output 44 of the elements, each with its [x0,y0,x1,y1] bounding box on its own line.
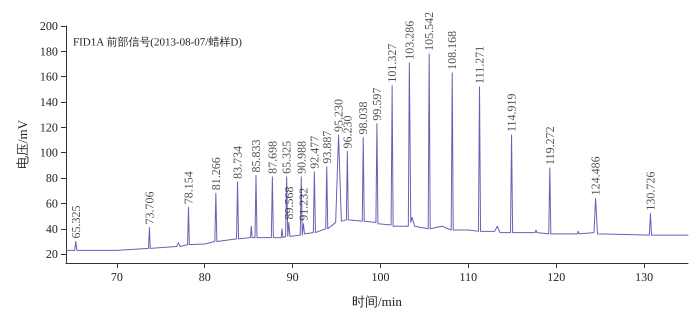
x-axis-title: 时间/min [352,294,402,309]
annotation: 130.726 [643,172,658,211]
x-tick-label: 80 [198,270,211,284]
annotation: 98.038 [356,102,370,135]
y-axis-title: 电压/mV [15,119,30,170]
x-tick-label: 90 [286,270,299,284]
x-tick-label: 120 [547,270,566,284]
y-tick-label: 60 [46,196,58,210]
x-tick-label: 100 [371,270,390,284]
annotation: 85.833 [248,140,263,173]
annotation: 78.154 [182,171,196,204]
y-tick-label: 100 [40,146,58,160]
y-tick-label: 40 [46,222,58,236]
x-tick-label: 130 [635,270,654,284]
annotation: 124.486 [588,156,603,196]
annotation: 89.568 [282,186,296,220]
y-tick-label: 80 [46,171,58,186]
annotation: 111.271 [472,46,486,84]
x-tick-label: 70 [110,270,123,284]
y-tick-label: 120 [40,120,58,134]
annotation: 65.325 [68,205,83,238]
annotation: 101.327 [385,44,400,83]
y-tick-label: 140 [40,95,58,110]
annotation: 83.734 [230,146,245,179]
y-tick-label: 180 [40,44,58,58]
annotation: 99.597 [370,88,384,121]
annotation: 93.887 [320,130,334,164]
y-tick-label: 200 [40,19,58,33]
annotation: 119.272 [542,126,557,165]
y-tick-label: 20 [46,247,58,262]
annotation: 87.698 [265,140,280,174]
annotation: 92.477 [307,136,322,169]
annotation: 73.706 [142,192,156,225]
annotation: 103.286 [402,20,416,60]
annotation: 65.325 [280,140,294,174]
text: FID1A 前部信号(2013-08-07/蜡样D) [73,36,242,48]
x-tick-label: 110 [460,270,478,284]
annotation: 90.988 [294,140,308,174]
y-tick-label: 160 [40,70,58,84]
annotation: 81.266 [208,157,223,190]
annotation: 105.542 [422,12,436,51]
annotation: 114.919 [504,93,519,132]
annotation: 91.232 [296,188,310,221]
annotation: 108.168 [445,30,460,70]
